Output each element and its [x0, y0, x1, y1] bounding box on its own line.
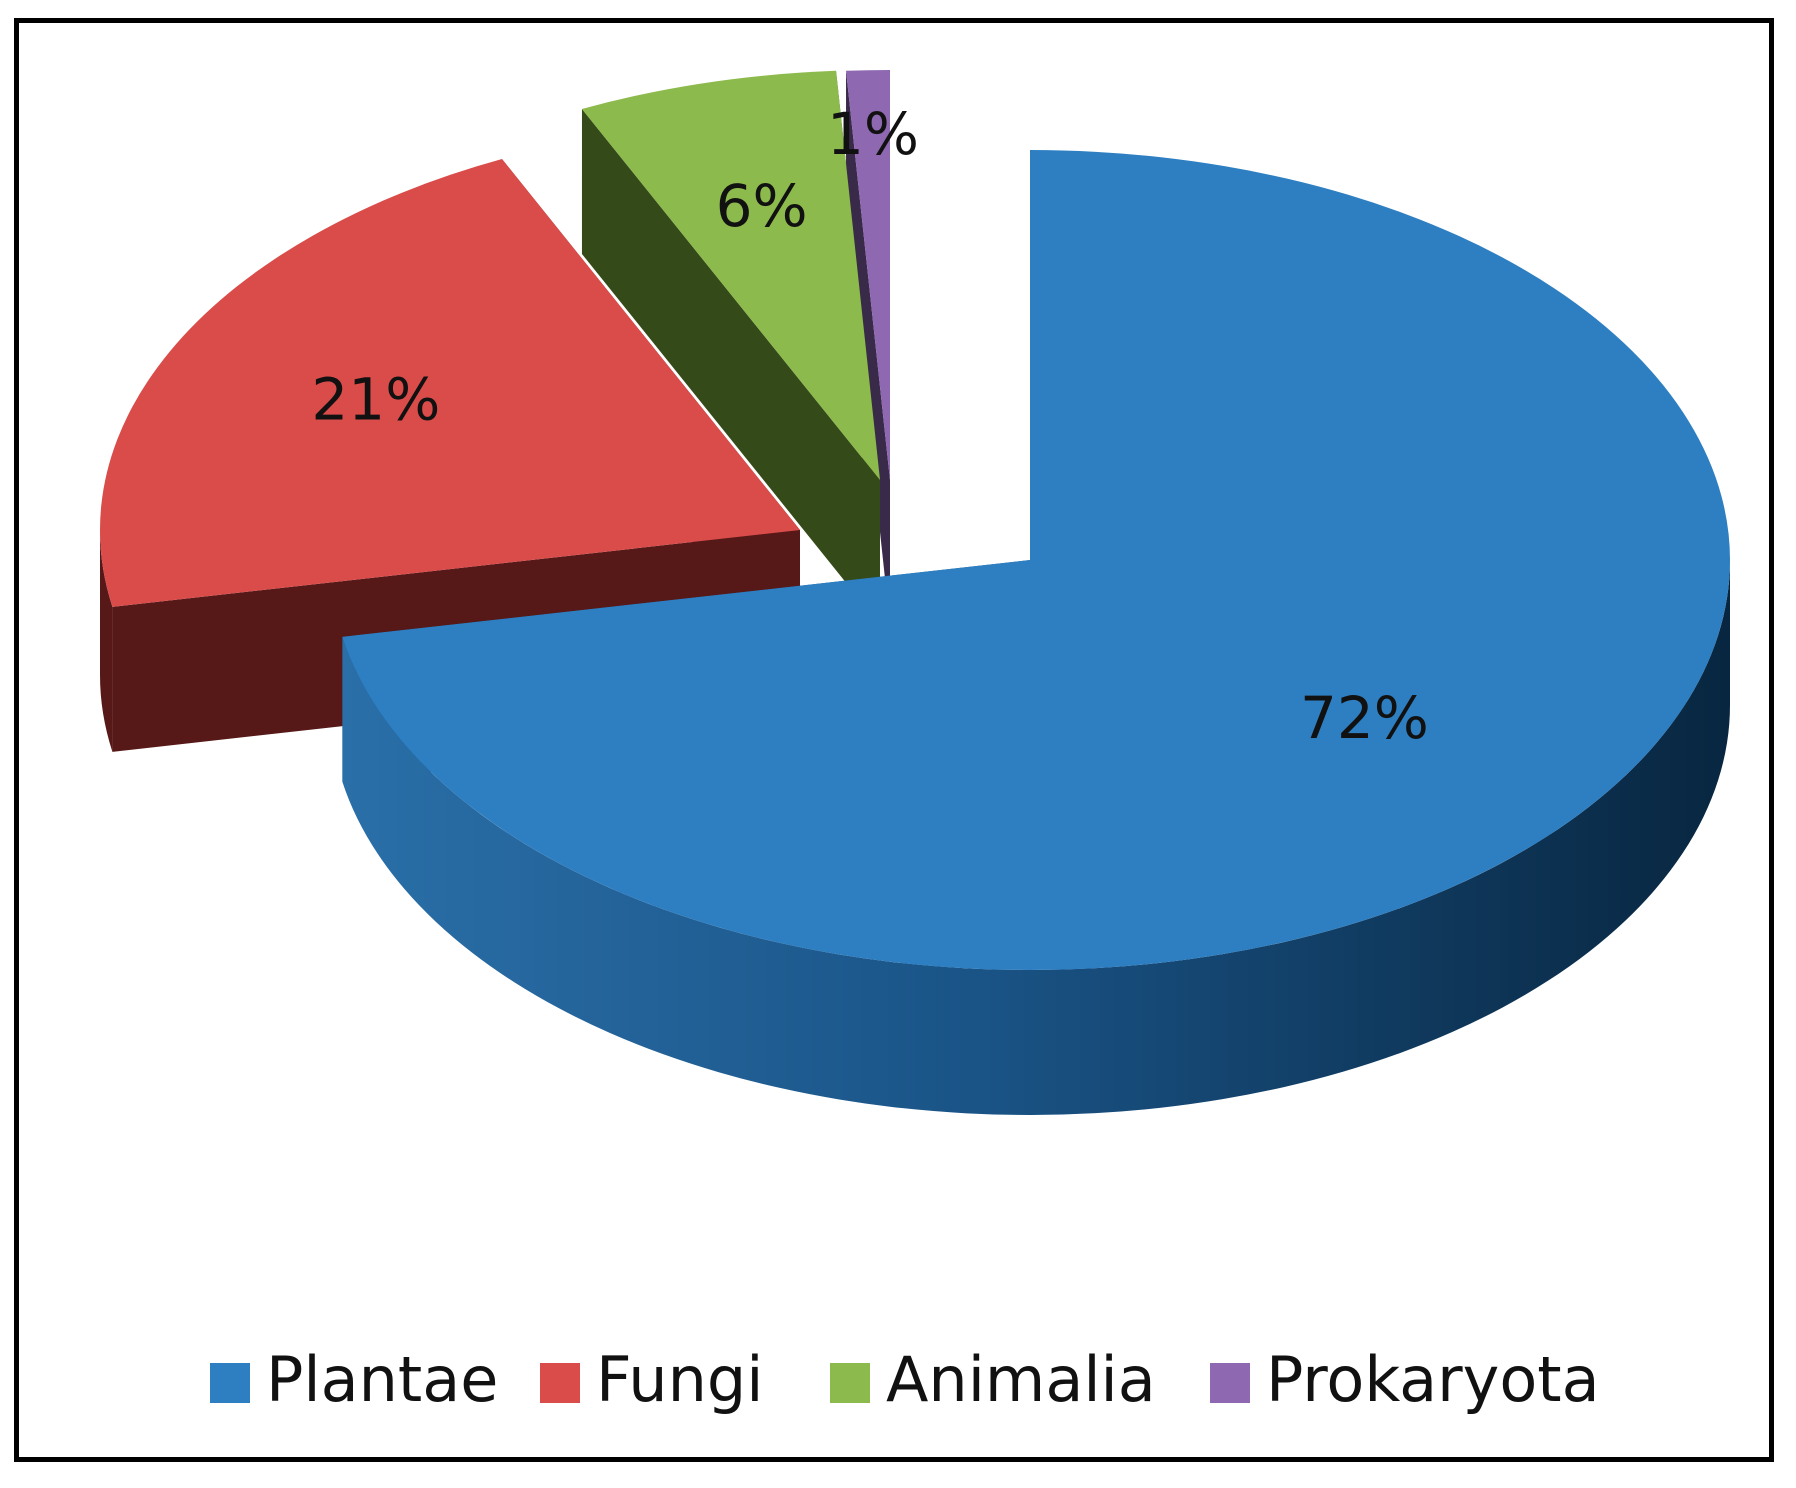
legend-swatch: [1210, 1363, 1250, 1403]
data-label-plantae: 72%: [1300, 684, 1429, 752]
labels-layer: 1% 6% 21% 72%: [311, 100, 1428, 752]
slices-layer: [99, 70, 1730, 1116]
data-label-prokaryota: 1%: [827, 100, 919, 168]
legend: Plantae Fungi Animalia Prokaryota: [210, 1343, 1600, 1416]
legend-label: Prokaryota: [1266, 1343, 1600, 1416]
legend-item-fungi: Fungi: [540, 1343, 763, 1416]
legend-item-plantae: Plantae: [210, 1343, 498, 1416]
slice-top-prokaryota: [846, 70, 890, 480]
legend-swatch: [210, 1363, 250, 1403]
slice-top-plantae: [342, 150, 1730, 970]
slice-plantae: [342, 150, 1730, 1116]
data-label-animalia: 6%: [716, 172, 808, 240]
slice-top-animalia: [581, 70, 880, 480]
legend-label: Fungi: [596, 1343, 763, 1416]
slice-side-plantae: [342, 560, 1730, 1116]
slice-side-fungi: [100, 530, 113, 752]
legend-swatch: [540, 1363, 580, 1403]
slice-wall-animalia: [581, 109, 880, 625]
slice-animalia: [581, 70, 880, 626]
legend-label: Plantae: [266, 1343, 498, 1416]
legend-item-prokaryota: Prokaryota: [1210, 1343, 1600, 1416]
data-label-fungi: 21%: [311, 366, 440, 434]
legend-item-animalia: Animalia: [830, 1343, 1156, 1416]
legend-label: Animalia: [886, 1343, 1156, 1416]
legend-swatch: [830, 1363, 870, 1403]
slice-top-fungi: [99, 159, 801, 607]
